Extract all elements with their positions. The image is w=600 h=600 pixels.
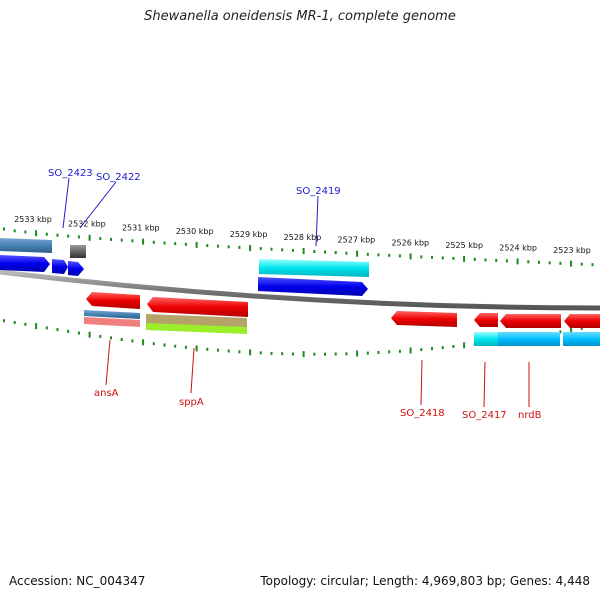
scale-label: 2523 kbp: [553, 246, 591, 255]
gene-feature[interactable]: [498, 332, 560, 346]
scale-labels: 2533 kbp 2532 kbp 2531 kbp 2530 kbp 2529 kbp…: [14, 215, 591, 255]
gene-feature[interactable]: [52, 259, 68, 274]
gene-label[interactable]: ansA: [94, 388, 119, 399]
gene-feature[interactable]: [0, 238, 52, 253]
scale-label: 2526 kbp: [391, 238, 429, 247]
scale-label: 2530 kbp: [176, 227, 214, 236]
scale-label: 2533 kbp: [14, 215, 52, 224]
map-title: Shewanella oneidensis MR-1, complete gen…: [144, 9, 456, 24]
gene-feature[interactable]: [70, 245, 86, 258]
gene-label[interactable]: SO_2423: [48, 168, 93, 179]
scale-label: 2525 kbp: [445, 241, 483, 250]
label-leader-lines: [62, 177, 530, 408]
gene-feature[interactable]: [474, 313, 498, 327]
scale-label: 2528 kbp: [284, 233, 322, 242]
gene-feature[interactable]: [258, 277, 368, 296]
gene-feature-sppA[interactable]: [147, 297, 248, 317]
gene-label[interactable]: nrdB: [518, 410, 542, 421]
scale-label: 2532 kbp: [68, 220, 106, 229]
scale-ticks-top: [3, 227, 594, 267]
scale-label: 2529 kbp: [230, 230, 268, 239]
gene-feature-so2417[interactable]: [474, 332, 498, 346]
gene-feature-so2418[interactable]: [391, 311, 457, 327]
gene-feature[interactable]: [84, 317, 140, 327]
gene-feature[interactable]: [84, 310, 140, 319]
gene-feature[interactable]: [564, 314, 600, 328]
reverse-strand-genes: [84, 292, 600, 346]
gene-feature[interactable]: [68, 261, 84, 276]
gene-label[interactable]: SO_2422: [96, 172, 141, 183]
topology-label: Topology: circular; Length: 4,969,803 bp…: [260, 574, 590, 588]
forward-strand-genes: [0, 238, 369, 296]
gene-feature-so2419[interactable]: [259, 259, 369, 277]
gene-labels: SO_2423 SO_2422 SO_2419 ansA sppA SO_241…: [48, 168, 542, 421]
gene-label[interactable]: SO_2417: [462, 410, 507, 421]
gene-feature-ansA[interactable]: [86, 292, 140, 309]
gene-feature[interactable]: [0, 255, 50, 272]
genome-backbone: [0, 269, 600, 311]
gene-label[interactable]: sppA: [179, 397, 204, 408]
gene-feature-nrdB[interactable]: [500, 314, 561, 328]
gene-feature[interactable]: [563, 332, 600, 346]
scale-label: 2524 kbp: [499, 243, 537, 252]
gene-label[interactable]: SO_2419: [296, 186, 341, 197]
scale-label: 2527 kbp: [338, 236, 376, 245]
gene-label[interactable]: SO_2418: [400, 408, 445, 419]
accession-label: Accession: NC_004347: [9, 574, 146, 588]
scale-label: 2531 kbp: [122, 223, 160, 232]
gene-feature[interactable]: [146, 323, 247, 334]
